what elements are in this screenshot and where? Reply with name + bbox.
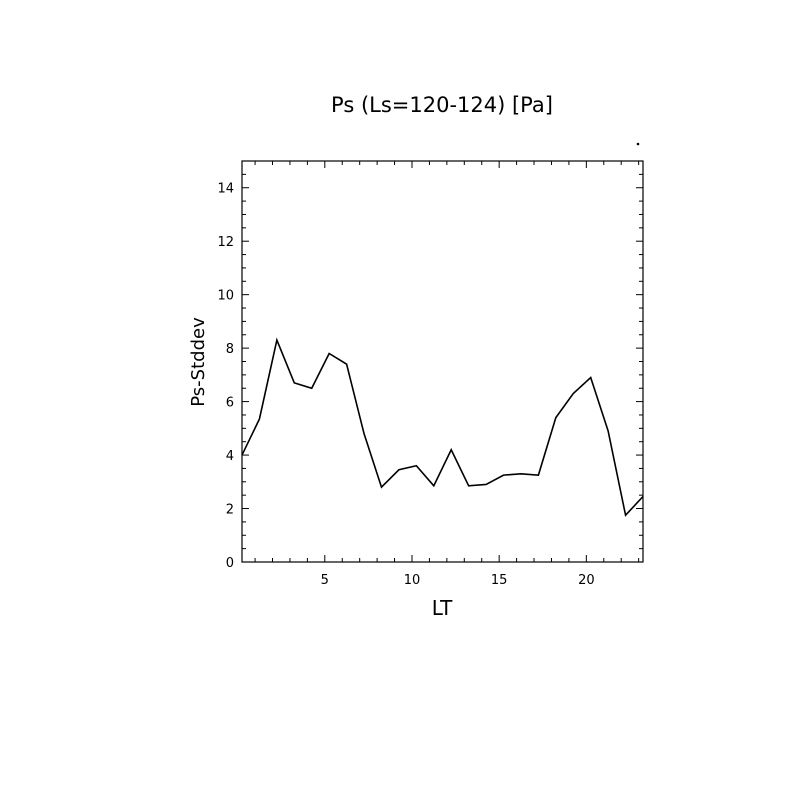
y-tick-label: 8: [226, 342, 234, 357]
y-tick-label: 14: [217, 182, 234, 197]
y-tick-label: 2: [226, 503, 234, 518]
y-axis-label: Ps-Stddev: [188, 317, 209, 407]
x-tick-label: 5: [321, 573, 329, 588]
y-tick-label: 10: [217, 289, 234, 304]
x-tick-label: 10: [404, 573, 421, 588]
chart-title: Ps (Ls=120-124) [Pa]: [331, 93, 553, 117]
y-tick-label: 12: [217, 235, 234, 250]
x-tick-label: 15: [491, 573, 508, 588]
data-series: [241, 337, 644, 517]
x-tick-label: 20: [578, 573, 595, 588]
plot-frame: [241, 160, 644, 563]
plot-border: [241, 160, 644, 563]
y-tick-label: 4: [226, 449, 234, 464]
y-tick-label: 0: [226, 556, 234, 571]
axis-ticks: [242, 160, 643, 563]
series-line: [241, 337, 644, 517]
tick-labels: 0 2 4 6 8 10 12 14 5 10 15 20: [217, 182, 594, 588]
x-axis-label: LT: [432, 596, 453, 620]
corner-dot: [636, 142, 640, 146]
y-tick-label: 6: [226, 396, 234, 411]
